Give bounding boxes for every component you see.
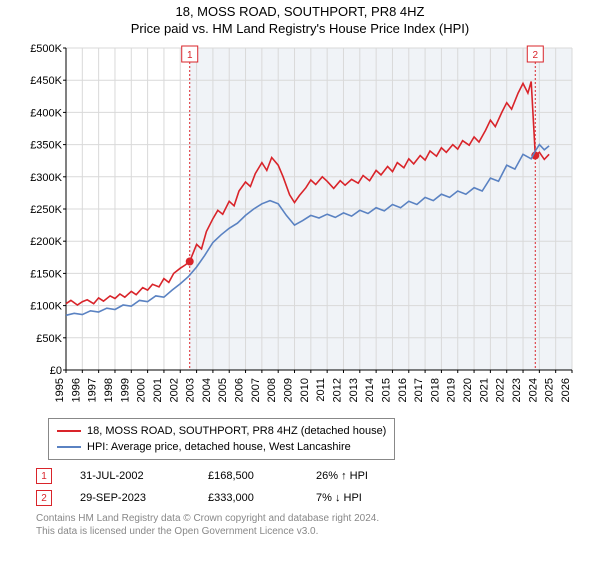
svg-text:£450K: £450K [30,75,62,87]
svg-text:2004: 2004 [201,378,213,402]
legend-label: HPI: Average price, detached house, West… [87,439,351,455]
svg-text:£250K: £250K [30,204,62,216]
svg-text:2016: 2016 [397,378,409,402]
legend-label: 18, MOSS ROAD, SOUTHPORT, PR8 4HZ (detac… [87,423,386,439]
svg-text:2020: 2020 [462,378,474,402]
svg-text:2019: 2019 [446,378,458,402]
svg-text:£400K: £400K [30,107,62,119]
footnote: Contains HM Land Registry data © Crown c… [36,512,580,538]
annotation-price: £333,000 [208,492,288,504]
chart-area: £0 £50K £100K £150K £200K £250K £300K £350K £400… [20,40,580,410]
svg-text:1: 1 [187,50,193,61]
annotation-price: £168,500 [208,470,288,482]
svg-text:2021: 2021 [478,378,490,402]
annotation-row: 1 31-JUL-2002 £168,500 26% ↑ HPI [36,468,580,484]
svg-text:2002: 2002 [168,378,180,402]
footnote-line: Contains HM Land Registry data © Crown c… [36,512,580,525]
svg-text:2017: 2017 [413,378,425,402]
svg-text:2022: 2022 [495,378,507,402]
annotations-table: 1 31-JUL-2002 £168,500 26% ↑ HPI 2 29-SEP-202… [36,468,580,506]
svg-text:£50K: £50K [36,333,62,345]
chart-title: 18, MOSS ROAD, SOUTHPORT, PR8 4HZ [0,4,600,19]
svg-text:2009: 2009 [283,378,295,402]
svg-text:2000: 2000 [136,378,148,402]
annotation-date: 29-SEP-2023 [80,492,180,504]
svg-text:2014: 2014 [364,378,376,402]
annotation-delta: 7% ↓ HPI [316,492,362,504]
chart-container: 18, MOSS ROAD, SOUTHPORT, PR8 4HZ Price … [0,4,600,564]
svg-text:2013: 2013 [348,378,360,402]
svg-text:2005: 2005 [217,378,229,402]
annotation-date: 31-JUL-2002 [80,470,180,482]
svg-text:2018: 2018 [429,378,441,402]
annotation-delta: 26% ↑ HPI [316,470,368,482]
svg-text:£300K: £300K [30,172,62,184]
svg-text:1999: 1999 [119,378,131,402]
svg-text:1996: 1996 [70,378,82,402]
svg-text:2006: 2006 [234,378,246,402]
svg-text:£100K: £100K [30,301,62,313]
svg-text:2012: 2012 [331,378,343,402]
svg-text:2015: 2015 [380,378,392,402]
line-chart: £0 £50K £100K £150K £200K £250K £300K £350K £400… [20,40,580,410]
svg-text:2001: 2001 [152,378,164,402]
legend-item: HPI: Average price, detached house, West… [57,439,386,455]
svg-text:2011: 2011 [315,378,327,402]
annotation-row: 2 29-SEP-2023 £333,000 7% ↓ HPI [36,490,580,506]
svg-text:2025: 2025 [544,378,556,402]
svg-text:2008: 2008 [266,378,278,402]
svg-text:2010: 2010 [299,378,311,402]
footnote-line: This data is licensed under the Open Gov… [36,525,580,538]
svg-text:1995: 1995 [54,378,66,402]
svg-text:£150K: £150K [30,268,62,280]
legend: 18, MOSS ROAD, SOUTHPORT, PR8 4HZ (detac… [48,418,395,460]
svg-text:£0: £0 [50,365,62,377]
svg-text:2024: 2024 [527,378,539,402]
svg-text:1997: 1997 [87,378,99,402]
legend-swatch [57,430,81,432]
annotation-badge: 1 [36,468,52,484]
legend-swatch [57,446,81,448]
svg-text:£200K: £200K [30,236,62,248]
chart-subtitle: Price paid vs. HM Land Registry's House … [0,21,600,36]
svg-text:2007: 2007 [250,378,262,402]
svg-text:2023: 2023 [511,378,523,402]
svg-text:1998: 1998 [103,378,115,402]
legend-item: 18, MOSS ROAD, SOUTHPORT, PR8 4HZ (detac… [57,423,386,439]
annotation-badge: 2 [36,490,52,506]
svg-text:£500K: £500K [30,43,62,55]
svg-text:£350K: £350K [30,140,62,152]
svg-text:2: 2 [532,50,538,61]
svg-text:2026: 2026 [560,378,572,402]
svg-text:2003: 2003 [185,378,197,402]
